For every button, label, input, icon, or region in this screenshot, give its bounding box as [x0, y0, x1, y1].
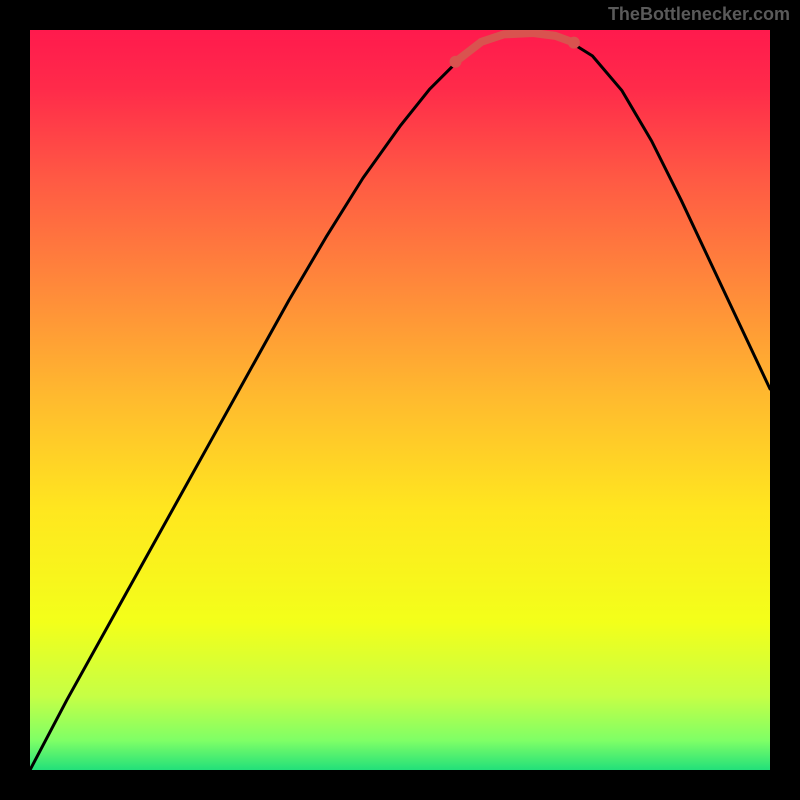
highlight-segment — [456, 33, 574, 62]
highlight-start-dot — [450, 56, 462, 68]
chart-container: TheBottlenecker.com — [0, 0, 800, 800]
bottleneck-curve — [30, 30, 770, 770]
plot-area — [30, 30, 770, 770]
curve-path — [30, 32, 770, 770]
watermark-text: TheBottlenecker.com — [608, 4, 790, 25]
highlight-end-dot — [568, 37, 580, 49]
